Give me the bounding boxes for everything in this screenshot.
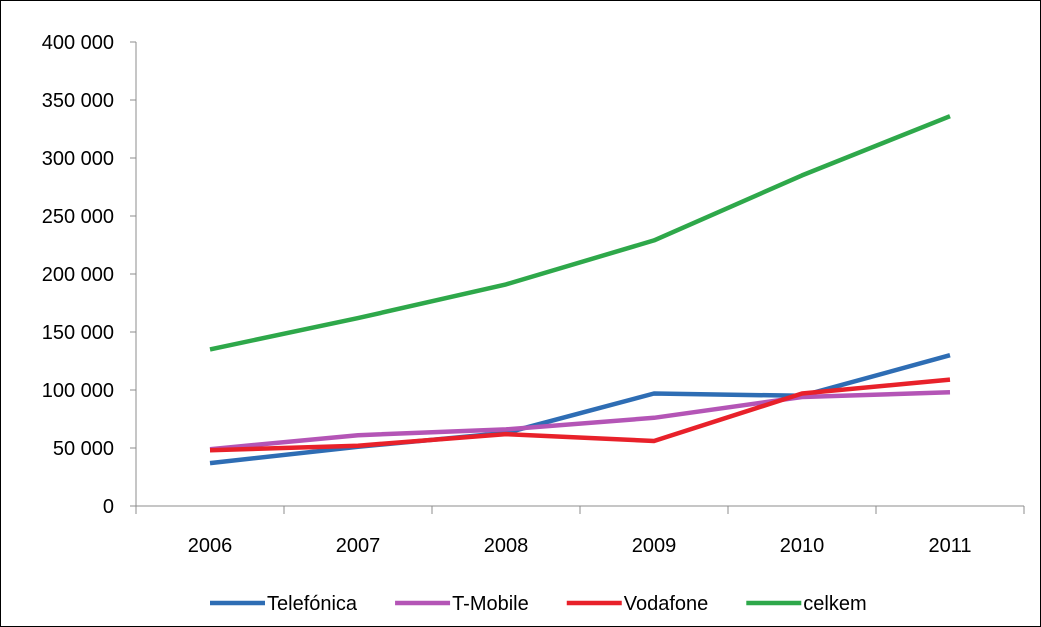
legend-label: Telefónica [267, 593, 358, 615]
legend-label: celkem [803, 593, 866, 615]
x-tick-label: 2007 [336, 535, 381, 557]
y-axis-tick-labels: 0 50 000 100 000 150 000 200 000 250 000 300 0… [42, 32, 114, 518]
x-tick-label: 2009 [632, 535, 677, 557]
x-tick-label: 2011 [928, 535, 971, 557]
series-line [209, 377, 951, 453]
legend-label: Vodafone [624, 593, 709, 615]
y-tick-label: 200 000 [42, 264, 114, 286]
y-tick-label: 100 000 [42, 380, 114, 402]
y-tick-label: 150 000 [42, 322, 114, 344]
legend: Telefónica T-Mobile Vodafone celkem [210, 593, 867, 615]
y-tick-label: 0 [103, 496, 114, 518]
x-tick-label: 2010 [780, 535, 825, 557]
y-tick-label: 300 000 [42, 148, 114, 170]
x-axis-tick-labels: 2006 2007 2008 2009 2010 2011 [188, 535, 972, 557]
y-tick-label: 50 000 [53, 438, 114, 460]
x-tick-label: 2008 [484, 535, 529, 557]
chart-axes [130, 41, 1025, 514]
series-lines [209, 114, 951, 466]
y-tick-label: 250 000 [42, 206, 114, 228]
series-line [209, 114, 951, 352]
y-tick-label: 350 000 [42, 90, 114, 112]
legend-label: T-Mobile [452, 593, 529, 615]
x-tick-label: 2006 [188, 535, 233, 557]
y-tick-label: 400 000 [42, 32, 114, 54]
series-line [209, 390, 951, 452]
